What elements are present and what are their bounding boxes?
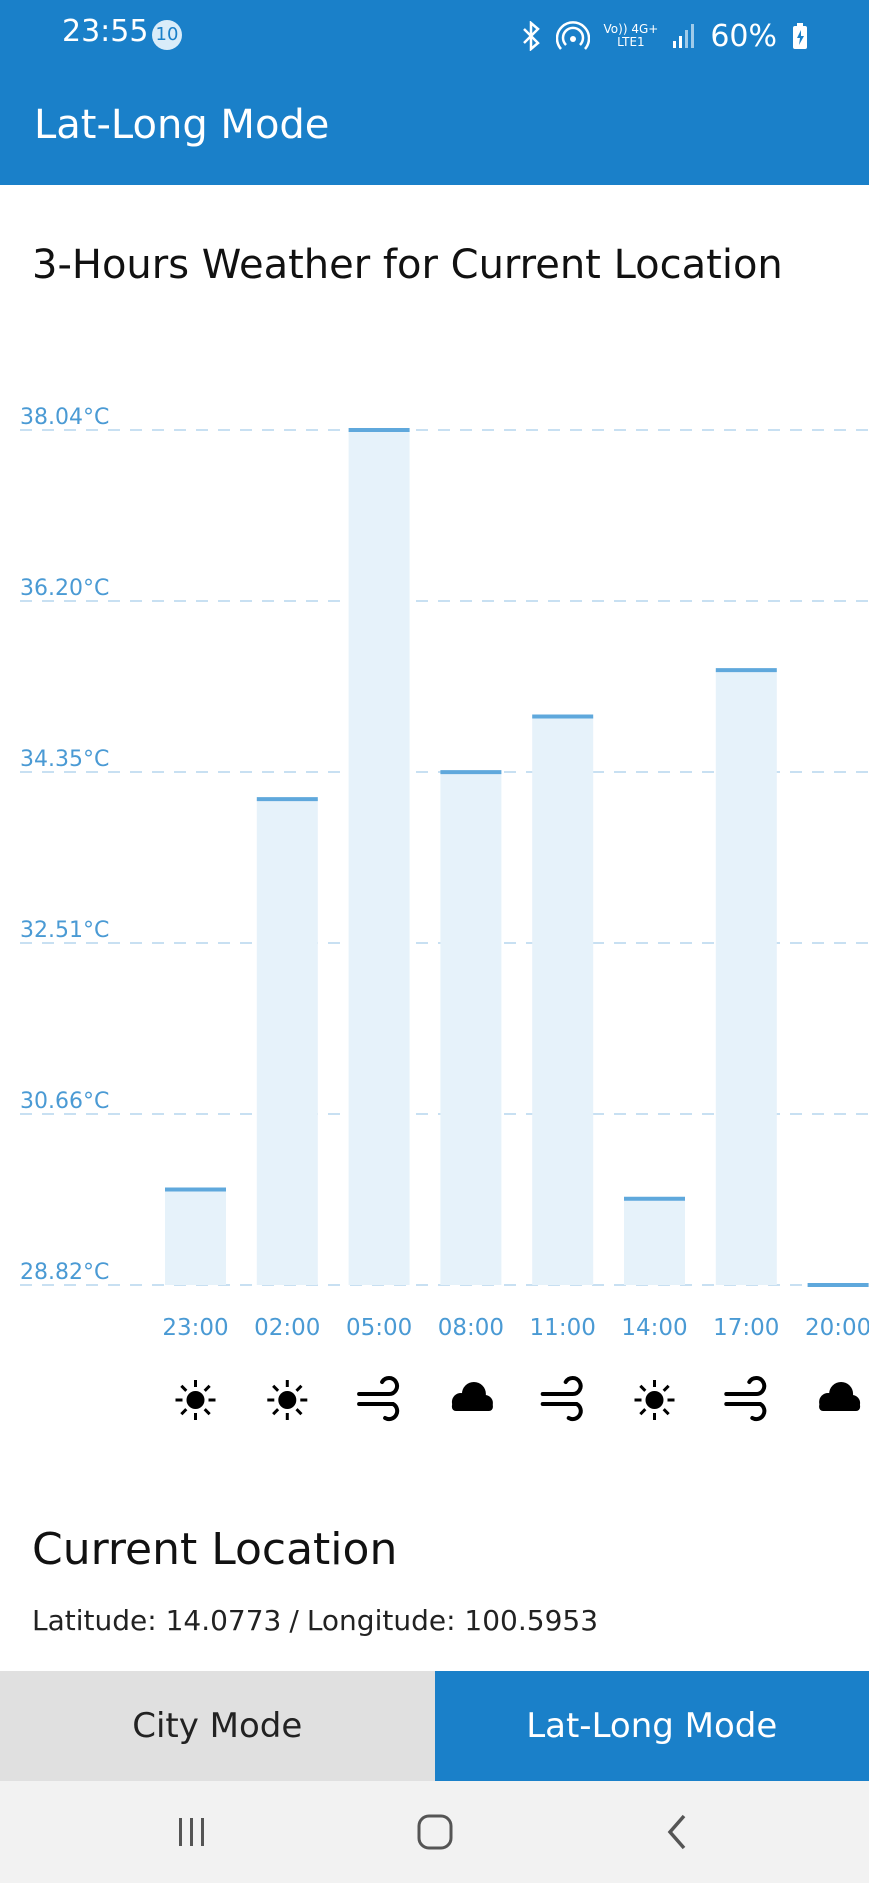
battery-percent: 60% bbox=[710, 18, 777, 54]
wind-icon bbox=[724, 1376, 767, 1422]
bar bbox=[440, 772, 502, 1285]
bluetooth-icon bbox=[520, 21, 542, 51]
x-tick-label: 23:00 bbox=[162, 1315, 228, 1341]
y-tick-label: 38.04°C bbox=[20, 405, 109, 430]
status-time: 23:55 bbox=[62, 14, 149, 49]
x-tick-label: 02:00 bbox=[254, 1315, 320, 1341]
location-coordinates: Latitude: 14.0773/Longitude: 100.5953 bbox=[32, 1604, 598, 1637]
y-tick-label: 30.66°C bbox=[20, 1089, 109, 1114]
bar bbox=[256, 799, 318, 1285]
location-heading: Current Location bbox=[32, 1524, 398, 1575]
y-tick-label: 32.51°C bbox=[20, 918, 109, 943]
x-tick-label: 20:00 bbox=[805, 1315, 869, 1341]
cloud-icon bbox=[451, 1382, 493, 1411]
chart-section-title: 3-Hours Weather for Current Location bbox=[32, 242, 783, 288]
y-tick-label: 36.20°C bbox=[20, 576, 109, 601]
weather-bar-chart: 28.82°C 30.66°C 32.51°C 34.35°C 36.20°C 38.04… bbox=[20, 405, 869, 1422]
x-tick-label: 05:00 bbox=[346, 1315, 412, 1341]
sun-icon bbox=[634, 1380, 675, 1420]
recents-icon[interactable] bbox=[131, 1781, 251, 1883]
x-tick-label: 17:00 bbox=[713, 1315, 779, 1341]
tab-lat-long-mode[interactable]: Lat-Long Mode bbox=[434, 1671, 869, 1781]
coords-separator: / bbox=[289, 1604, 299, 1637]
y-tick-label: 28.82°C bbox=[20, 1260, 109, 1285]
wind-icon bbox=[357, 1376, 400, 1422]
tab-city-mode[interactable]: City Mode bbox=[0, 1671, 435, 1781]
x-tick-label: 11:00 bbox=[530, 1315, 596, 1341]
notification-count-badge: 10 bbox=[152, 20, 182, 50]
x-tick-label: 08:00 bbox=[438, 1315, 504, 1341]
bottom-tab-bar: City Mode Lat-Long Mode bbox=[0, 1671, 869, 1781]
sun-icon bbox=[267, 1380, 308, 1420]
network-top-text: Vo)) 4G+ bbox=[603, 22, 659, 36]
longitude-text: Longitude: 100.5953 bbox=[306, 1604, 599, 1637]
bar bbox=[532, 716, 594, 1285]
signal-icon bbox=[672, 23, 696, 49]
network-indicator: Vo)) 4G+ LTE1 bbox=[604, 23, 659, 49]
network-bottom-text: LTE1 bbox=[617, 35, 645, 49]
wind-icon bbox=[540, 1376, 583, 1422]
status-bar: 23:55 10 Vo)) 4G+ LTE1 60% bbox=[0, 0, 869, 72]
app-title: Lat-Long Mode bbox=[34, 102, 330, 148]
status-icons: Vo)) 4G+ LTE1 60% bbox=[520, 16, 809, 56]
back-icon[interactable] bbox=[617, 1781, 737, 1883]
y-tick-label: 34.35°C bbox=[20, 747, 109, 772]
bar bbox=[348, 430, 410, 1285]
app-bar: Lat-Long Mode bbox=[0, 72, 869, 185]
bar bbox=[624, 1198, 685, 1285]
battery-charging-icon bbox=[791, 22, 809, 50]
cloud-icon bbox=[819, 1382, 861, 1411]
bar bbox=[165, 1189, 226, 1285]
hotspot-icon bbox=[555, 21, 590, 51]
sun-icon bbox=[175, 1380, 216, 1420]
latitude-text: Latitude: 14.0773 bbox=[32, 1604, 282, 1637]
home-icon[interactable] bbox=[375, 1781, 495, 1883]
bar bbox=[715, 670, 777, 1285]
x-tick-label: 14:00 bbox=[621, 1315, 687, 1341]
system-nav-bar bbox=[0, 1781, 869, 1883]
